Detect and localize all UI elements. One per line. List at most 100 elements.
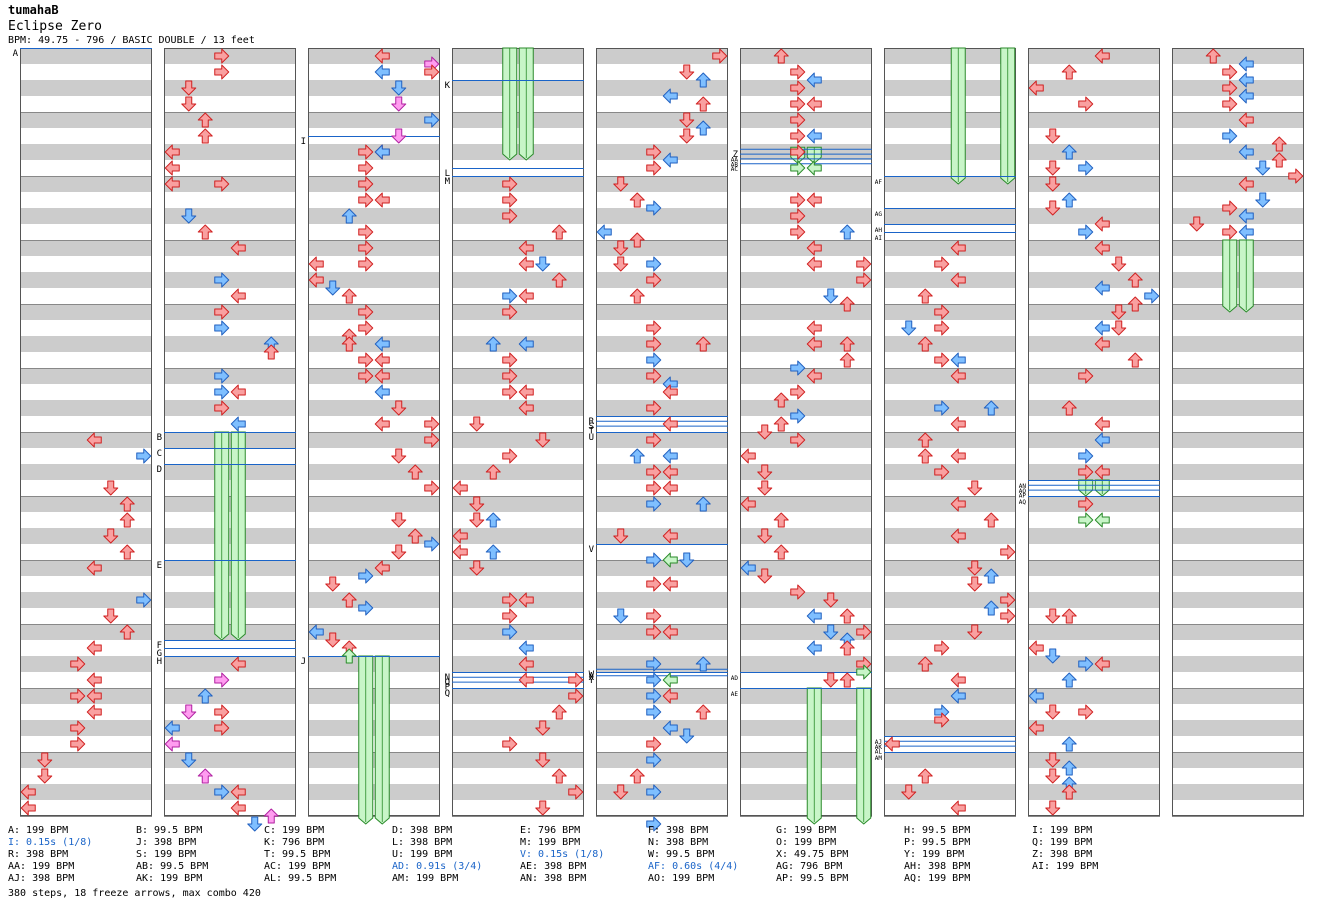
step-arrow-icon (629, 448, 645, 464)
step-arrow-icon (1222, 200, 1238, 216)
step-arrow-icon (502, 208, 518, 224)
step-arrow-icon (950, 672, 966, 688)
step-arrow-icon (856, 256, 872, 272)
bpm-marker: M (445, 176, 584, 187)
step-arrow-icon (646, 624, 662, 640)
step-arrow-icon (391, 512, 407, 528)
bpm-marker: D (157, 464, 296, 475)
step-arrow-icon (884, 736, 900, 752)
step-arrow-icon (214, 368, 230, 384)
step-arrow-icon (1045, 160, 1061, 176)
step-arrow-icon (308, 256, 324, 272)
bpm-legend-column: G: 199 BPM O: 199 BPM X: 49.75 BPM AG: 796 … (776, 825, 848, 885)
bpm-marker-label: AJ (875, 739, 882, 746)
bpm-marker-label: AM (875, 755, 883, 762)
bpm-marker: AA (731, 153, 872, 164)
step-arrow-icon (325, 632, 341, 648)
step-arrow-icon (917, 656, 933, 672)
step-arrow-icon (1061, 192, 1077, 208)
step-arrow-icon (518, 672, 534, 688)
step-arrow-icon (646, 320, 662, 336)
step-arrow-icon (358, 304, 374, 320)
step-arrow-icon (806, 240, 822, 256)
bpm-legend-entry: AG: 796 BPM (776, 861, 843, 872)
step-arrow-icon (1094, 320, 1110, 336)
step-arrow-icon (1094, 416, 1110, 432)
bpm-marker: L (445, 168, 584, 179)
bpm-legend-entry: AE: 398 BPM (520, 861, 587, 872)
bpm-marker: E (157, 560, 296, 571)
step-arrow-icon (502, 736, 518, 752)
step-arrow-icon (1238, 144, 1254, 160)
step-arrow-icon (790, 192, 806, 208)
bpm-legend-entry: F: 398 BPM (648, 825, 709, 836)
step-arrow-icon (629, 232, 645, 248)
step-arrow-icon (1078, 448, 1094, 464)
step-arrow-icon (806, 320, 822, 336)
step-arrow-icon (247, 816, 263, 832)
bpm-marker: X (589, 672, 728, 683)
step-arrow-icon (181, 208, 197, 224)
step-arrow-icon (662, 528, 678, 544)
step-arrow-icon (695, 336, 711, 352)
step-arrow-icon (839, 672, 855, 688)
step-arrow-icon (230, 384, 246, 400)
step-arrow-icon (757, 568, 773, 584)
step-arrow-icon (712, 48, 728, 64)
step-arrow-icon (740, 496, 756, 512)
freeze-arrow (374, 655, 390, 825)
bpm-marker: AE (731, 688, 872, 698)
step-arrow-icon (1222, 96, 1238, 112)
step-arrow-icon (214, 672, 230, 688)
bpm-legend-entry: AF: 0.60s (4/4) (648, 861, 739, 872)
bpm-marker-label: N (445, 673, 450, 683)
bpm-marker-label: J (301, 657, 306, 667)
chart-column (1172, 48, 1304, 817)
step-arrow-icon (790, 144, 806, 160)
step-arrow-icon (518, 592, 534, 608)
chart-column (884, 48, 1016, 817)
step-arrow-icon (20, 784, 36, 800)
step-arrow-icon (86, 672, 102, 688)
step-arrow-icon (341, 592, 357, 608)
bpm-marker-label: AC (731, 166, 739, 173)
chart-column (20, 48, 152, 817)
step-arrow-icon (646, 368, 662, 384)
step-arrow-icon (358, 192, 374, 208)
step-arrow-icon (662, 480, 678, 496)
step-arrow-icon (1127, 352, 1143, 368)
step-arrow-icon (679, 112, 695, 128)
step-arrow-icon (452, 528, 468, 544)
step-arrow-icon (950, 448, 966, 464)
bpm-legend-column: E: 796 BPM M: 199 BPM V: 0.15s (1/8) AE: 39… (520, 825, 604, 885)
bpm-marker: O (445, 676, 584, 688)
bpm-marker: AK (875, 740, 1016, 751)
bpm-marker-label: Y (589, 676, 595, 686)
step-arrow-icon (613, 176, 629, 192)
step-arrow-icon (469, 416, 485, 432)
step-arrow-icon (839, 352, 855, 368)
bpm-marker: AF (875, 176, 1016, 186)
step-arrow-icon (839, 640, 855, 656)
step-arrow-icon (452, 480, 468, 496)
step-arrow-icon (1028, 720, 1044, 736)
step-arrow-icon (181, 752, 197, 768)
step-arrow-icon (518, 240, 534, 256)
step-arrow-icon (662, 552, 678, 568)
bpm-marker-label: M (445, 177, 451, 187)
step-arrow-icon (1094, 432, 1110, 448)
bpm-marker-label: I (301, 137, 306, 147)
bpm-marker: N (445, 672, 584, 683)
step-arrow-icon (181, 96, 197, 112)
step-arrow-icon (374, 560, 390, 576)
step-arrow-icon (679, 552, 695, 568)
step-arrow-icon (374, 416, 390, 432)
freeze-arrow (214, 431, 230, 641)
step-arrow-icon (757, 464, 773, 480)
step-arrow-icon (1127, 272, 1143, 288)
step-arrow-icon (646, 464, 662, 480)
step-arrow-icon (214, 320, 230, 336)
step-arrow-icon (308, 272, 324, 288)
step-arrow-icon (230, 288, 246, 304)
